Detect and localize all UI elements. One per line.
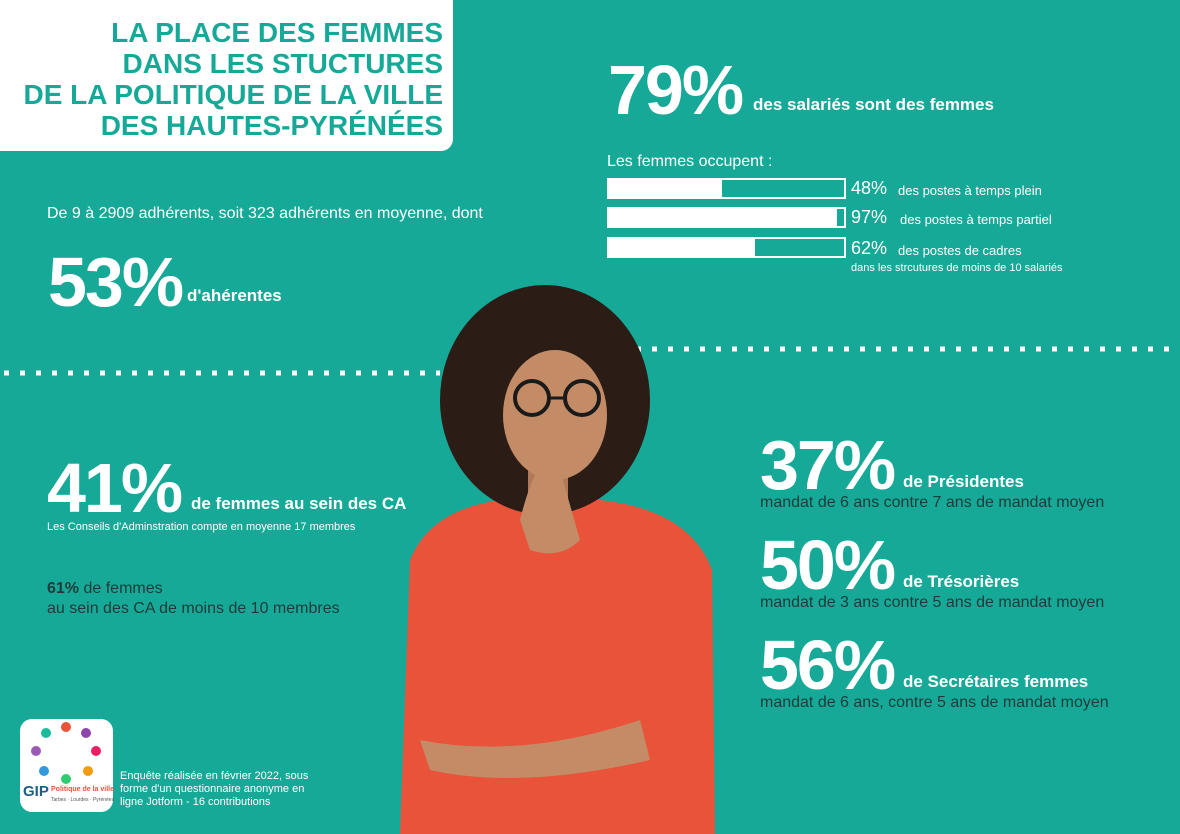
bar-value: 48% (851, 178, 888, 198)
role-label: de Trésorières (903, 572, 1020, 591)
role-label: de Secrétaires femmes (903, 672, 1089, 691)
bar-value: 97% (851, 207, 888, 227)
bar-frame (607, 237, 846, 258)
members-intro: De 9 à 2909 adhérents, soit 323 adhérent… (47, 205, 483, 222)
boards-note: Les Conseils d'Adminstration compte en m… (47, 521, 356, 533)
bar-frame (607, 178, 846, 199)
boards-sub-stat: 61% (47, 580, 80, 597)
boards-sub-line: au sein des CA de moins de 10 membres (47, 600, 340, 617)
role-stat: 37% (760, 426, 896, 504)
employees-stat: 79% (608, 51, 744, 129)
logo-places: Tarbes · Lourdes · Pyrénées (51, 797, 115, 803)
woman-illustration (400, 285, 715, 834)
title-box: LA PLACE DES FEMMES DANS LES STUCTURES D… (0, 0, 453, 151)
boards-label: de femmes au sein des CA (191, 494, 407, 513)
logo-figures (31, 722, 101, 784)
role-stat: 56% (760, 626, 896, 704)
logo: GIP Politique de la ville Tarbes · Lourd… (20, 719, 115, 812)
employees-intro: Les femmes occupent : (607, 153, 773, 170)
members-label: d'ahérentes (187, 286, 282, 305)
role-detail: mandat de 6 ans, contre 5 ans de mandat … (760, 694, 1109, 711)
boards-sub: 61% de femmes (47, 580, 163, 598)
bar (609, 180, 722, 197)
logo-name: GIP (23, 783, 49, 800)
bar-frame (607, 207, 846, 228)
bar-note: dans les strcutures de moins de 10 salar… (851, 262, 1063, 274)
bar (609, 209, 837, 226)
title-line: DANS LES STUCTURES (122, 48, 443, 79)
role-detail: mandat de 3 ans contre 5 ans de mandat m… (760, 594, 1105, 611)
role-stat: 50% (760, 526, 896, 604)
bar (609, 239, 755, 256)
bar-value: 62% (851, 238, 888, 258)
members-stat: 53% (48, 243, 184, 321)
boards-stat: 41% (47, 449, 183, 527)
title-line: LA PLACE DES FEMMES (111, 17, 443, 48)
footer-note: Enquête réalisée en février 2022, sous f… (120, 770, 309, 808)
role-label: de Présidentes (903, 472, 1024, 491)
title-line: DE LA POLITIQUE DE LA VILLE (23, 79, 444, 110)
role-detail: mandat de 6 ans contre 7 ans de mandat m… (760, 494, 1105, 511)
bar-text: des postes à temps plein (898, 183, 1042, 198)
title-line: DES HAUTES-PYRÉNÉES (100, 110, 443, 141)
bar-text: des postes à temps partiel (900, 212, 1052, 227)
bar-text: des postes de cadres (898, 243, 1022, 258)
logo-subtitle: Politique de la ville (51, 786, 115, 793)
employees-label: des salariés sont des femmes (753, 95, 994, 114)
boards-sub-label: de femmes (83, 580, 163, 597)
